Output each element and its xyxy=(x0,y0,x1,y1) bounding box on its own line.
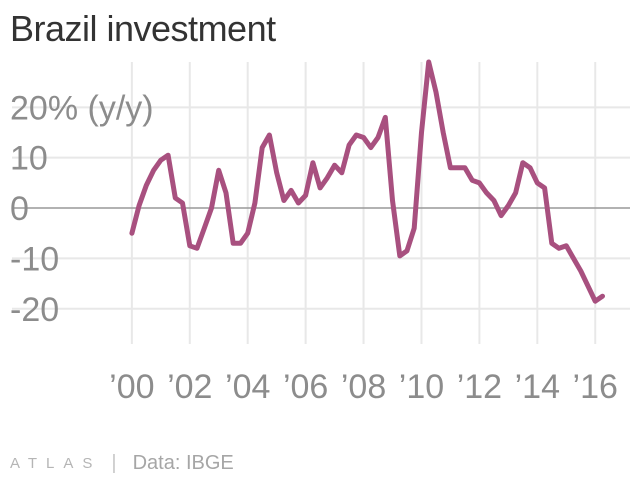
x-tick-label: ’08 xyxy=(341,368,386,406)
x-tick-label: ’02 xyxy=(167,368,212,406)
y-axis-ticks: 20% (y/y) 10 0 -10 -20 xyxy=(10,89,154,328)
x-tick-label: ’12 xyxy=(457,368,502,406)
x-tick-label: ’10 xyxy=(399,368,444,406)
y-tick-label: 10 xyxy=(10,140,48,178)
y-tick-label: 0 xyxy=(10,190,29,228)
y-tick-label: 20% (y/y) xyxy=(10,89,154,127)
x-tick-label: ’04 xyxy=(225,368,270,406)
y-tick-label: -20 xyxy=(10,291,59,329)
x-tick-label: ’16 xyxy=(573,368,618,406)
atlas-logo: ATLAS xyxy=(10,455,102,472)
chart-title: Brazil investment xyxy=(10,8,276,49)
series-line xyxy=(129,59,605,304)
footer: ATLAS | Data: IBGE xyxy=(10,452,234,475)
line-chart: 20% (y/y) 10 0 -10 -20 ’00 ’02 ’04 ’06 ’08 ’10 ’12… xyxy=(10,59,630,406)
y-tick-label: -10 xyxy=(10,240,59,278)
x-tick-label: ’06 xyxy=(283,368,328,406)
footer-separator: | xyxy=(111,452,117,474)
gridlines xyxy=(12,62,630,344)
series-layer xyxy=(129,59,605,304)
x-tick-label: ’14 xyxy=(515,368,560,406)
x-tick-label: ’00 xyxy=(109,368,154,406)
data-source: Data: IBGE xyxy=(132,452,234,474)
x-axis-ticks: ’00 ’02 ’04 ’06 ’08 ’10 ’12 ’14 ’16 xyxy=(109,368,618,406)
